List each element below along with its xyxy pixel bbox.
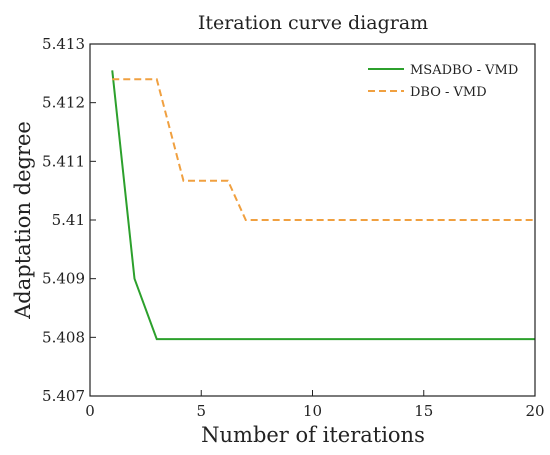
- x-tick-label: 20: [525, 402, 544, 420]
- legend: MSADBO - VMD DBO - VMD: [368, 63, 518, 100]
- x-tick-label: 0: [85, 402, 95, 420]
- legend-label-1: DBO - VMD: [410, 85, 487, 100]
- x-axis-title: Number of iterations: [201, 423, 425, 447]
- x-tick-label: 10: [303, 402, 322, 420]
- y-tick-label: 5.412: [42, 94, 85, 112]
- x-tick-label: 15: [414, 402, 433, 420]
- series-line-1: [112, 78, 535, 221]
- y-axis-title: Adaptation degree: [11, 121, 35, 320]
- y-tick-label: 5.409: [42, 270, 85, 288]
- y-tick-label: 5.411: [42, 152, 85, 170]
- series-line-0: [111, 70, 535, 341]
- y-tick-label: 5.408: [42, 328, 85, 346]
- chart-title: Iteration curve diagram: [198, 12, 428, 34]
- x-tick-label: 5: [196, 402, 206, 420]
- y-tick-label: 5.413: [42, 35, 85, 53]
- legend-label-0: MSADBO - VMD: [410, 63, 518, 78]
- y-tick-label: 5.407: [42, 387, 85, 405]
- plot-area: 0 5 10 15 20 5.407 5.408 5.409 5.41 5.411 5.412 5.4…: [42, 35, 545, 420]
- y-tick-label: 5.41: [52, 211, 85, 229]
